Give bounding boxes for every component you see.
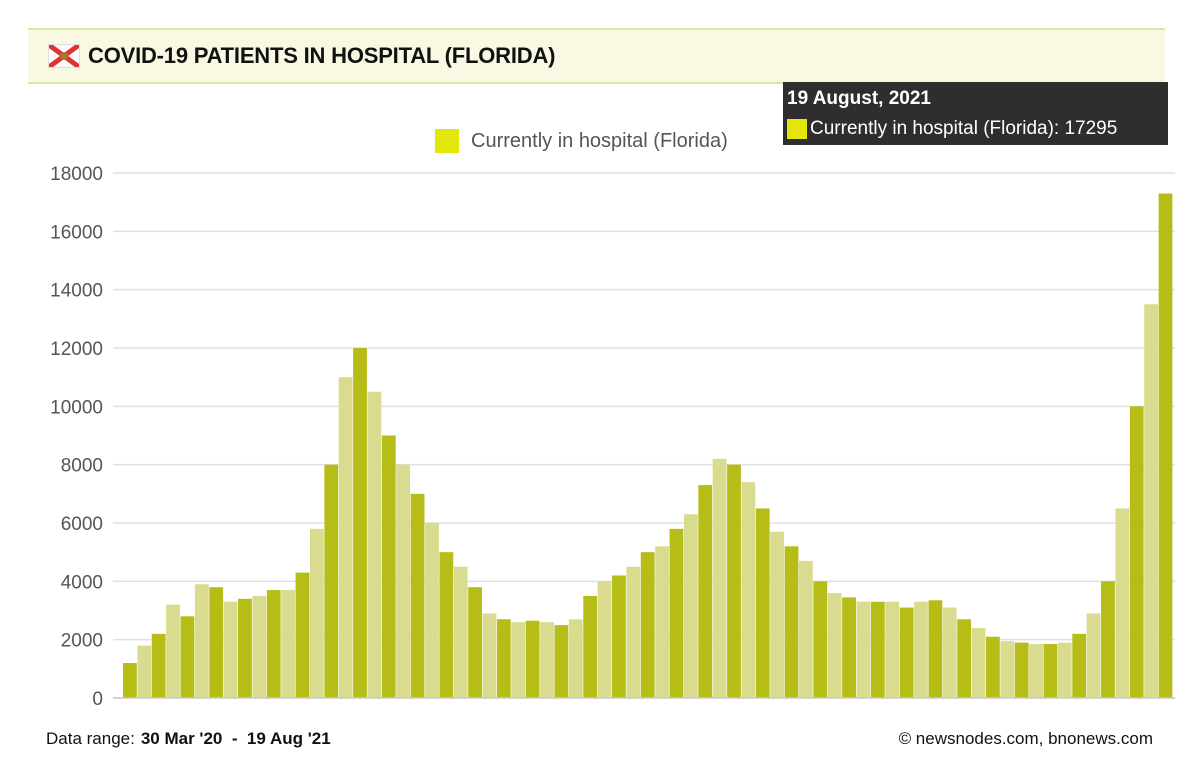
y-tick-label: 12000: [50, 339, 103, 360]
bar: [353, 348, 367, 698]
bar: [166, 604, 180, 698]
bar: [309, 528, 324, 698]
y-tick-label: 14000: [50, 281, 103, 302]
bar: [1144, 304, 1159, 698]
bar: [870, 601, 885, 698]
bar: [1043, 644, 1058, 698]
bar: [396, 464, 411, 698]
bar: [453, 566, 468, 698]
bar: [410, 493, 425, 698]
bar: [827, 593, 842, 698]
bar: [295, 572, 310, 698]
bar: [525, 620, 540, 698]
bar: [281, 590, 296, 698]
bar: [209, 587, 224, 698]
bar: [1101, 581, 1115, 698]
y-tick-label: 8000: [61, 456, 103, 477]
y-tick-label: 0: [92, 689, 103, 710]
bar: [1129, 406, 1144, 698]
bar: [986, 636, 1000, 698]
chart-title: COVID-19 PATIENTS IN HOSPITAL (FLORIDA): [88, 43, 556, 68]
data-range: Data range: 30 Mar '20 - 19 Aug '21: [46, 729, 331, 749]
bar: [468, 587, 482, 698]
bar: [511, 622, 526, 698]
bar: [928, 600, 943, 698]
bar: [712, 458, 727, 698]
bar: [367, 391, 382, 698]
bar: [1086, 613, 1101, 698]
bar: [496, 619, 511, 698]
bar: [727, 464, 741, 698]
bar: [971, 628, 986, 698]
bar: [799, 560, 813, 698]
bar: [1000, 641, 1015, 698]
bar: [1014, 642, 1029, 698]
bar: [238, 598, 252, 698]
bar: [194, 584, 209, 698]
bar: [568, 619, 583, 698]
bar: [583, 595, 598, 698]
bar: [338, 377, 353, 698]
bar: [957, 619, 972, 698]
bar: [1057, 642, 1072, 698]
chart-header: COVID-19 PATIENTS IN HOSPITAL (FLORIDA): [28, 28, 1165, 84]
bar: [626, 566, 641, 698]
bar: [1158, 193, 1173, 698]
legend-item[interactable]: Currently in hospital (Florida): [435, 129, 728, 153]
bar: [683, 514, 698, 698]
data-range-label: Data range:: [46, 729, 135, 748]
tooltip-value: Currently in hospital (Florida): 17295: [810, 118, 1118, 139]
tooltip-swatch: [787, 119, 807, 139]
y-tick-label: 16000: [50, 222, 103, 243]
bar: [770, 531, 785, 698]
bar: [813, 581, 828, 698]
bar: [123, 663, 137, 698]
bar: [266, 590, 281, 698]
bar: [597, 581, 612, 698]
bar: [612, 575, 626, 698]
bar: [914, 601, 928, 698]
bar: [137, 645, 152, 698]
tooltip: 19 August, 2021 Currently in hospital (F…: [783, 82, 1168, 145]
bar: [425, 523, 439, 698]
bar: [698, 485, 713, 698]
bar: [554, 625, 569, 698]
data-range-value: 30 Mar '20 - 19 Aug '21: [140, 729, 331, 748]
bar: [755, 508, 770, 698]
y-tick-label: 2000: [61, 631, 103, 652]
bar: [640, 552, 655, 698]
bar: [151, 633, 166, 698]
y-tick-label: 10000: [50, 397, 103, 418]
y-tick-label: 18000: [50, 164, 103, 185]
y-tick-label: 4000: [61, 572, 103, 593]
bar: [942, 607, 957, 698]
tooltip-date: 19 August, 2021: [787, 88, 931, 109]
bar: [252, 595, 267, 698]
bar: [223, 601, 238, 698]
bar: [1029, 644, 1043, 698]
bar: [1115, 508, 1130, 698]
bar: [180, 616, 195, 698]
florida-flag-icon: [48, 44, 80, 68]
bar: [381, 435, 396, 698]
legend-label: Currently in hospital (Florida): [471, 129, 728, 152]
bar: [1072, 633, 1087, 698]
legend-swatch: [435, 129, 459, 153]
bar: [669, 528, 684, 698]
bar: [655, 546, 669, 698]
credit: © newsnodes.com, bnonews.com: [898, 729, 1153, 748]
bar: [741, 482, 756, 698]
bar: [856, 601, 871, 698]
bar: [324, 464, 339, 698]
bar: [784, 546, 799, 698]
bar: [885, 601, 900, 698]
bar: [899, 607, 914, 698]
y-tick-label: 6000: [61, 514, 103, 535]
bar: [482, 613, 497, 698]
bar: [540, 622, 554, 698]
bar: [842, 597, 856, 698]
bar: [439, 552, 454, 698]
